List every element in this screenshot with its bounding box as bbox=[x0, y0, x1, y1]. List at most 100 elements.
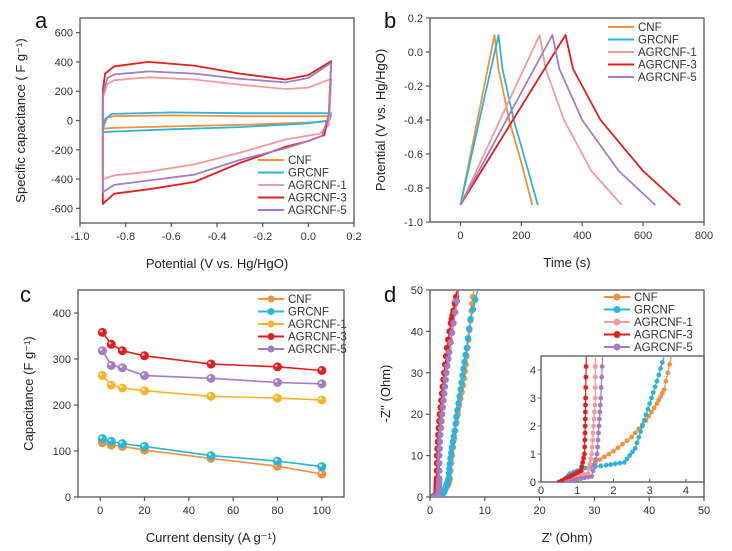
data-point-highlight bbox=[319, 381, 322, 384]
x-tick-label: 800 bbox=[695, 230, 713, 242]
data-point bbox=[658, 366, 663, 371]
data-point bbox=[461, 358, 468, 365]
data-point bbox=[620, 441, 625, 447]
data-point bbox=[436, 475, 443, 482]
data-point-highlight bbox=[119, 365, 123, 368]
panel-label: b bbox=[384, 8, 396, 33]
data-point bbox=[445, 355, 452, 363]
legend-marker bbox=[267, 333, 275, 340]
y-tick-label: -1.0 bbox=[404, 217, 423, 229]
data-point bbox=[106, 339, 116, 349]
data-point-highlight bbox=[319, 397, 322, 401]
data-point bbox=[617, 460, 623, 466]
data-point bbox=[273, 362, 282, 372]
data-point-highlight bbox=[99, 372, 103, 376]
data-point bbox=[578, 476, 584, 481]
data-point bbox=[117, 363, 127, 373]
x-tick-label: 30 bbox=[588, 505, 600, 517]
inset-y-tick-label: 2 bbox=[530, 421, 536, 433]
data-point-highlight bbox=[99, 348, 103, 351]
data-point bbox=[661, 387, 667, 392]
data-point bbox=[656, 372, 662, 378]
data-point bbox=[454, 406, 461, 414]
data-point bbox=[603, 462, 609, 468]
legend-item-agrcnf-1: AGRCNF-1 bbox=[604, 317, 693, 329]
data-point bbox=[441, 383, 449, 390]
legend-label: AGRCNF-1 bbox=[634, 317, 693, 329]
legend-label: CNF bbox=[638, 22, 662, 34]
plot-frame bbox=[77, 289, 345, 498]
data-point bbox=[106, 360, 116, 370]
data-point bbox=[582, 416, 588, 422]
data-point bbox=[589, 451, 595, 457]
legend-label: AGRCNF-3 bbox=[634, 330, 693, 342]
gcd-curve-cnf bbox=[459, 34, 534, 206]
data-point bbox=[647, 401, 653, 406]
data-point bbox=[445, 348, 453, 356]
inset-y-tick-label: 1 bbox=[530, 449, 536, 461]
y-tick-label: 400 bbox=[55, 57, 73, 69]
data-point bbox=[592, 409, 597, 415]
legend-item-agrcnf-5: AGRCNF-5 bbox=[604, 342, 693, 354]
data-point bbox=[663, 378, 669, 384]
data-point bbox=[654, 378, 660, 384]
legend-label: CNF bbox=[288, 155, 312, 167]
data-point bbox=[436, 438, 444, 445]
gcd-curve-agrcnf-5 bbox=[459, 34, 656, 206]
data-point bbox=[436, 445, 443, 452]
x-tick-label: 400 bbox=[573, 230, 591, 242]
data-point bbox=[317, 462, 327, 472]
cv-curve-agrcnf-5 bbox=[101, 61, 333, 194]
data-point bbox=[467, 315, 474, 323]
main-plot bbox=[430, 290, 479, 497]
legend-label: AGRCNF-1 bbox=[288, 319, 347, 331]
data-point bbox=[472, 296, 479, 303]
x-tick-label: 80 bbox=[271, 505, 283, 517]
x-tick-label: 200 bbox=[512, 230, 530, 242]
data-point bbox=[579, 464, 585, 469]
data-point bbox=[632, 446, 638, 451]
data-point-highlight bbox=[141, 388, 145, 391]
legend-item-cnf: CNF bbox=[258, 155, 312, 167]
data-point bbox=[206, 451, 216, 461]
data-point bbox=[140, 386, 149, 396]
y-tick-label: 200 bbox=[55, 86, 73, 98]
inset-series bbox=[556, 356, 672, 482]
data-point bbox=[140, 371, 149, 381]
x-tick-label: 0.2 bbox=[346, 231, 361, 243]
x-axis-title: Z' (Ohm) bbox=[542, 530, 593, 545]
data-point bbox=[630, 449, 635, 455]
data-point-highlight bbox=[99, 435, 103, 439]
data-point-highlight bbox=[274, 364, 278, 367]
y-tick-label: -0.4 bbox=[404, 115, 423, 127]
data-point bbox=[632, 430, 638, 436]
data-point bbox=[117, 439, 127, 449]
legend-label: AGRCNF-3 bbox=[288, 332, 347, 344]
data-point bbox=[447, 455, 454, 462]
y-tick-label: 50 bbox=[411, 285, 423, 297]
series-agrcnf-5 bbox=[430, 290, 461, 497]
data-point bbox=[591, 423, 596, 429]
x-tick-label: 100 bbox=[313, 505, 331, 517]
data-point bbox=[447, 449, 455, 457]
legend-item-agrcnf-1: AGRCNF-1 bbox=[608, 47, 697, 59]
legend-marker bbox=[267, 345, 275, 353]
data-point bbox=[650, 390, 656, 395]
data-point bbox=[608, 462, 614, 467]
legend-item-agrcnf-3: AGRCNF-3 bbox=[258, 332, 347, 344]
data-point bbox=[445, 470, 453, 477]
data-point-highlight bbox=[141, 443, 145, 447]
data-point bbox=[463, 344, 470, 352]
x-tick-label: 10 bbox=[479, 505, 491, 517]
legend-marker bbox=[613, 331, 621, 338]
data-point bbox=[583, 364, 589, 369]
series-grcnf bbox=[97, 434, 327, 472]
legend-label: AGRCNF-5 bbox=[638, 72, 697, 84]
legend-label: CNF bbox=[288, 294, 312, 306]
data-point bbox=[643, 412, 649, 418]
data-point-highlight bbox=[119, 440, 123, 444]
data-point bbox=[436, 459, 443, 467]
y-tick-label: -0.2 bbox=[404, 81, 423, 93]
